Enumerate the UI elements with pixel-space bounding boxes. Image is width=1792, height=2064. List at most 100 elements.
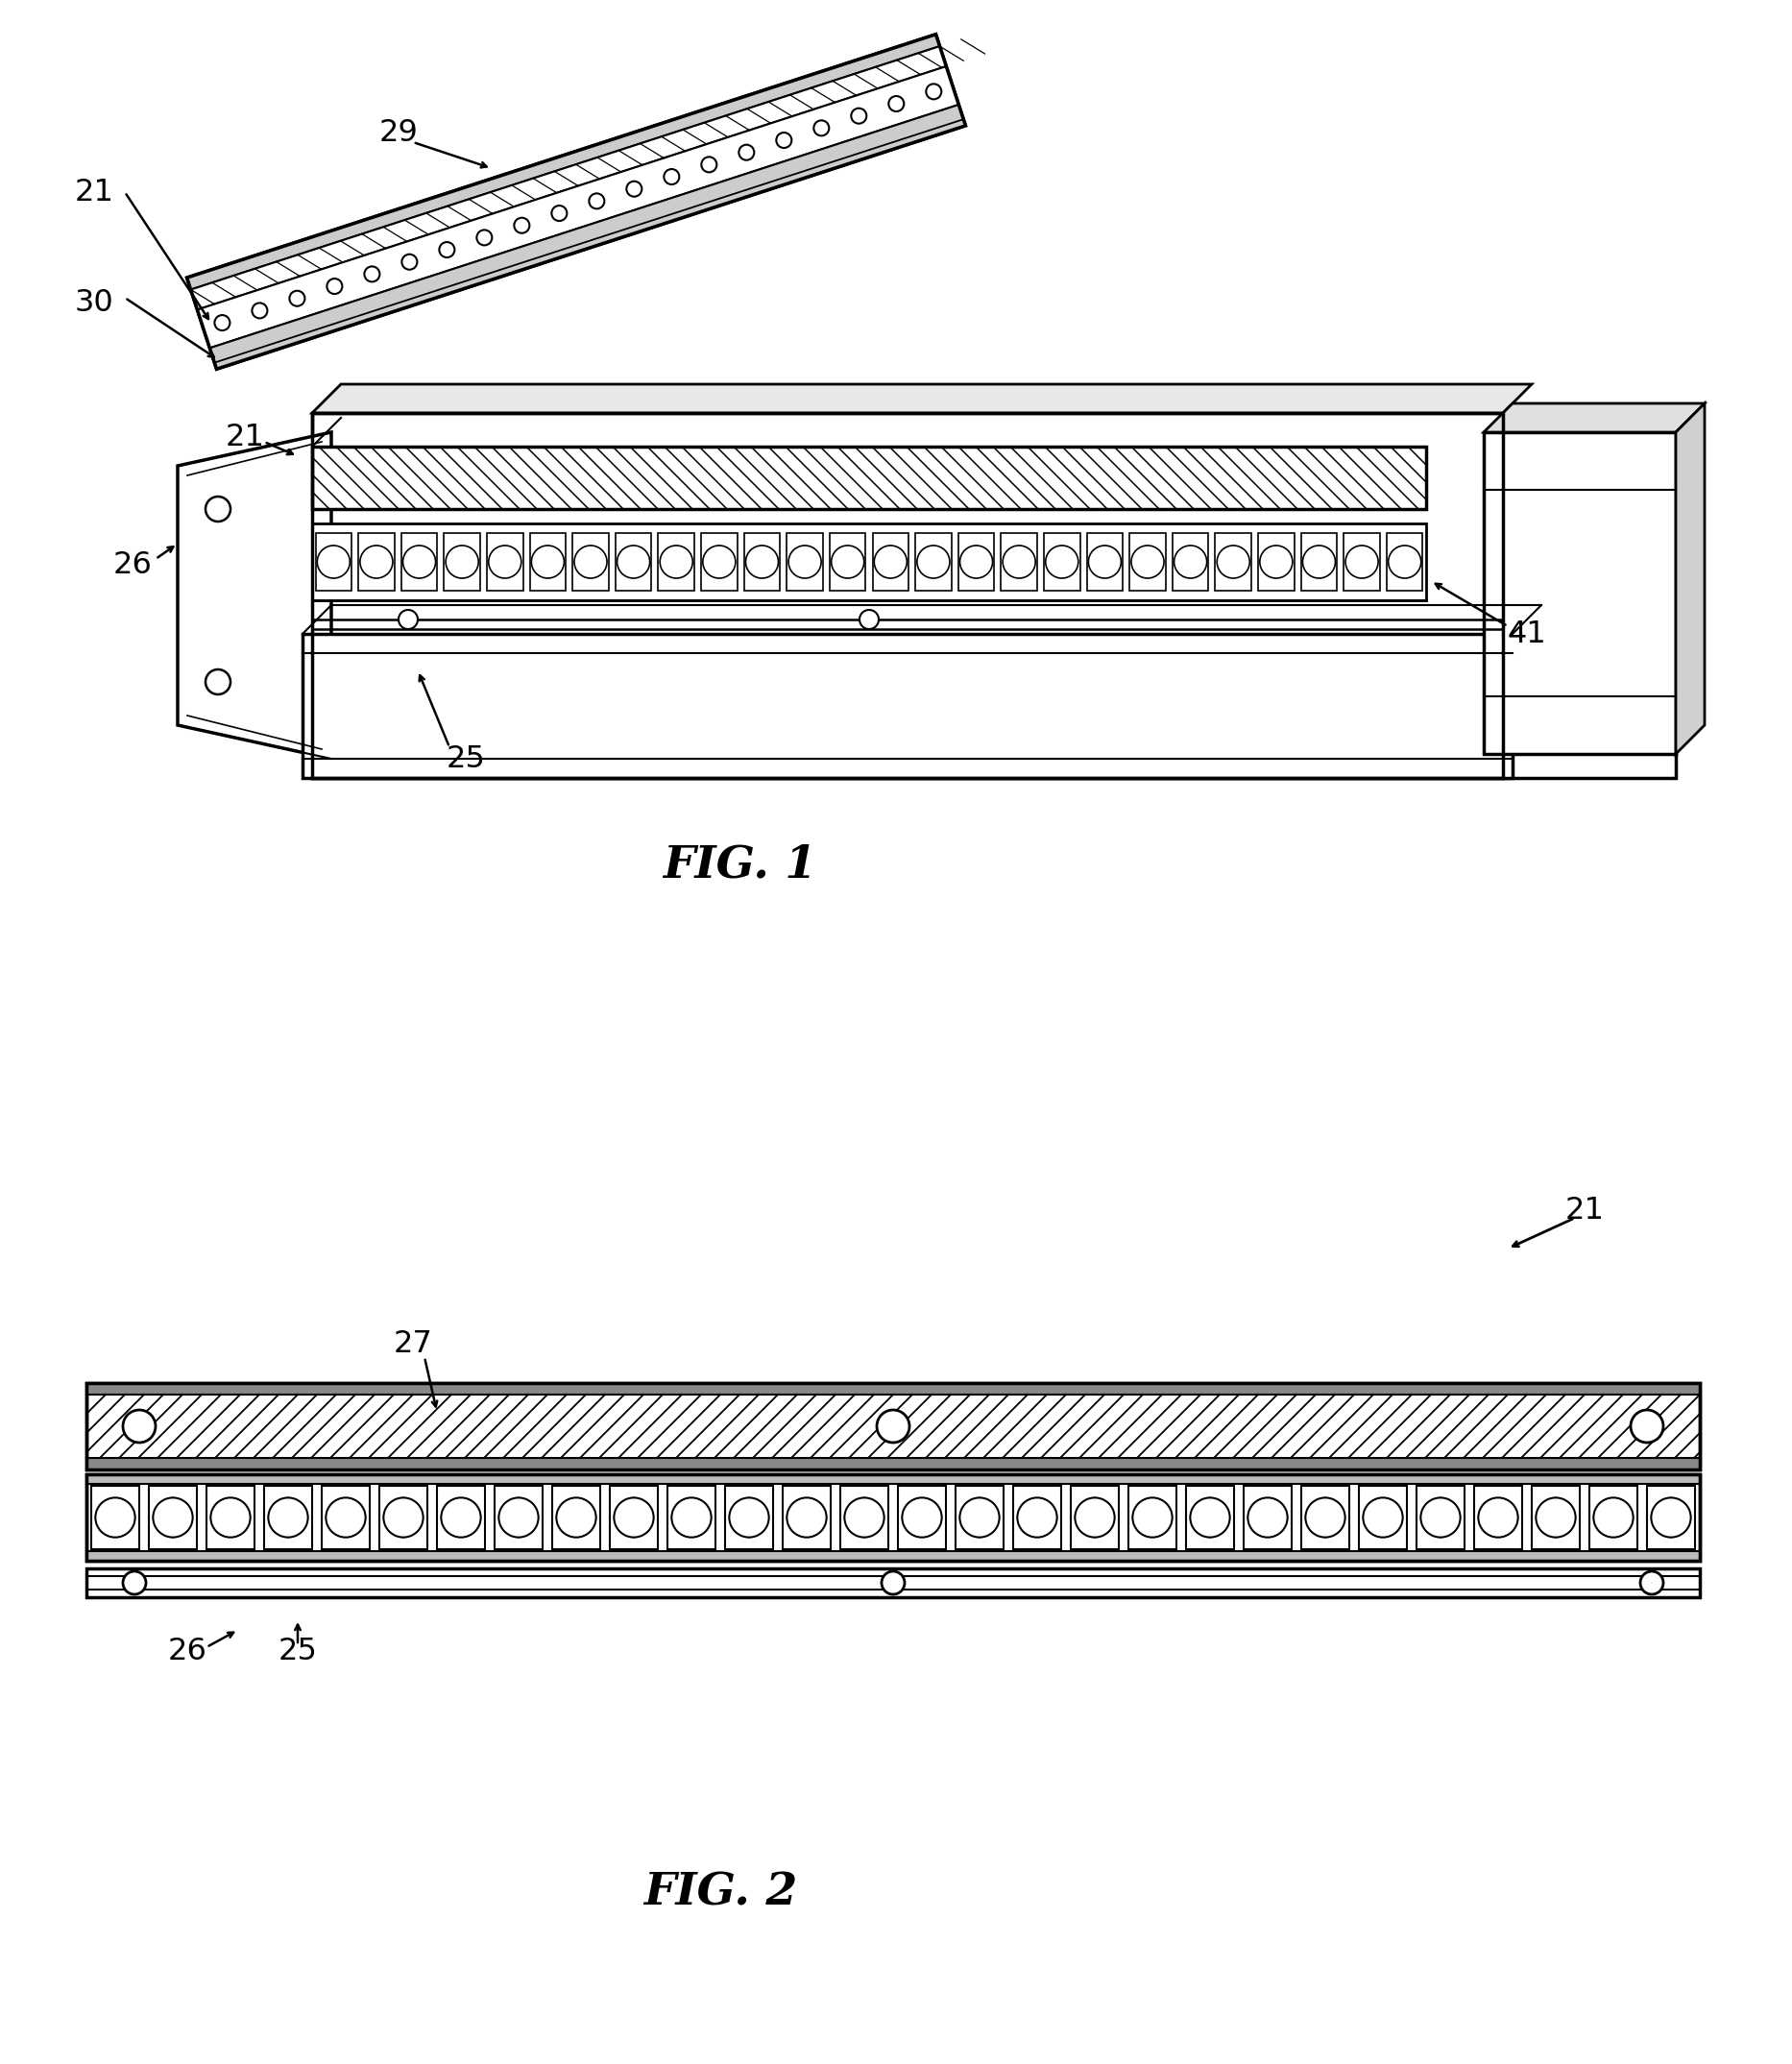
Text: 21: 21 (226, 423, 265, 452)
Bar (658, 533, 694, 590)
Circle shape (860, 609, 878, 630)
Circle shape (616, 545, 650, 578)
Circle shape (961, 1498, 1000, 1538)
Polygon shape (1484, 402, 1704, 431)
Circle shape (831, 545, 864, 578)
Bar (701, 533, 737, 590)
Bar (86, 1474, 1701, 1484)
Bar (898, 1486, 946, 1550)
Bar (1012, 1486, 1061, 1550)
Circle shape (1640, 1571, 1663, 1593)
Circle shape (1631, 1410, 1663, 1443)
Polygon shape (1676, 402, 1704, 753)
Bar (1387, 533, 1423, 590)
Circle shape (1346, 545, 1378, 578)
Bar (358, 533, 394, 590)
Circle shape (701, 157, 717, 171)
Bar (959, 533, 995, 590)
Circle shape (1389, 545, 1421, 578)
Bar (530, 533, 566, 590)
Circle shape (152, 1498, 194, 1538)
Text: FIG. 1: FIG. 1 (663, 842, 817, 888)
Circle shape (326, 279, 342, 293)
Text: 26: 26 (168, 1637, 206, 1668)
Bar (437, 1486, 486, 1550)
Bar (91, 1486, 140, 1550)
Bar (1484, 431, 1676, 753)
Circle shape (659, 545, 694, 578)
Circle shape (1045, 545, 1079, 578)
Text: 27: 27 (392, 1329, 432, 1360)
Bar (303, 634, 1512, 778)
Bar (744, 533, 780, 590)
Circle shape (663, 169, 679, 184)
Polygon shape (197, 66, 959, 349)
Bar (263, 1486, 312, 1550)
Circle shape (360, 545, 392, 578)
Circle shape (1131, 545, 1165, 578)
Bar (444, 533, 480, 590)
Bar (783, 1486, 831, 1550)
Circle shape (514, 217, 529, 233)
Bar (1532, 1486, 1581, 1550)
Circle shape (814, 120, 830, 136)
Circle shape (317, 545, 349, 578)
Polygon shape (210, 105, 966, 369)
Bar (1002, 533, 1038, 590)
Circle shape (776, 132, 792, 149)
Circle shape (441, 1498, 480, 1538)
Text: FIG. 2: FIG. 2 (643, 1870, 797, 1913)
Circle shape (876, 1410, 910, 1443)
Bar (315, 533, 351, 590)
Circle shape (206, 669, 231, 694)
Text: 29: 29 (378, 118, 418, 147)
Circle shape (290, 291, 305, 305)
Bar (1301, 533, 1337, 590)
Circle shape (844, 1498, 883, 1538)
Circle shape (787, 1498, 826, 1538)
Polygon shape (190, 45, 946, 310)
Bar (312, 446, 1426, 510)
Bar (86, 1474, 1701, 1560)
Circle shape (477, 229, 493, 246)
Circle shape (124, 1571, 145, 1593)
Bar (1258, 533, 1294, 590)
Bar (1045, 533, 1081, 590)
Bar (1244, 1486, 1292, 1550)
Circle shape (573, 545, 607, 578)
Circle shape (253, 303, 267, 318)
Circle shape (1133, 1498, 1172, 1538)
Bar (1086, 533, 1124, 590)
Text: 25: 25 (278, 1637, 317, 1668)
Bar (380, 1486, 426, 1550)
Bar (1344, 533, 1380, 590)
Text: 21: 21 (1564, 1195, 1604, 1226)
Circle shape (1190, 1498, 1229, 1538)
Circle shape (269, 1498, 308, 1538)
Circle shape (403, 545, 435, 578)
Circle shape (489, 545, 521, 578)
Circle shape (615, 1498, 654, 1538)
Bar (487, 533, 523, 590)
Circle shape (498, 1498, 538, 1538)
Bar (1475, 1486, 1521, 1550)
Bar (1647, 1486, 1695, 1550)
Bar (1129, 1486, 1176, 1550)
Circle shape (788, 545, 821, 578)
Circle shape (1174, 545, 1206, 578)
Bar (206, 1486, 254, 1550)
Circle shape (627, 182, 642, 196)
Bar (668, 1486, 715, 1550)
Polygon shape (177, 431, 332, 760)
Circle shape (889, 97, 903, 111)
Bar (312, 524, 1426, 601)
Circle shape (1018, 1498, 1057, 1538)
Circle shape (851, 107, 867, 124)
Circle shape (439, 241, 455, 258)
Circle shape (124, 1410, 156, 1443)
Circle shape (1217, 545, 1249, 578)
Bar (495, 1486, 543, 1550)
Polygon shape (312, 384, 1532, 413)
Circle shape (590, 194, 604, 208)
Circle shape (672, 1498, 711, 1538)
